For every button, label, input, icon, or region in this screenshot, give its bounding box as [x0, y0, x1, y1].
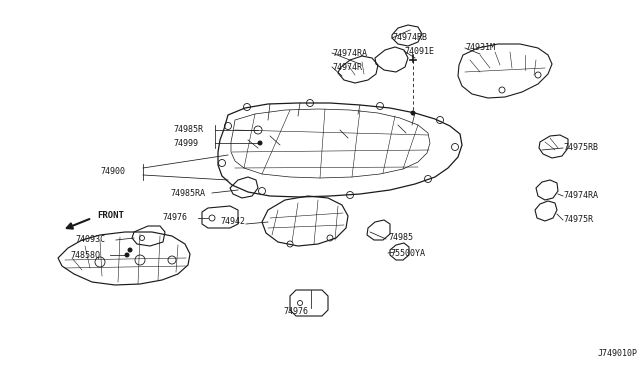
Text: 74975RB: 74975RB	[563, 144, 598, 153]
Text: 74931M: 74931M	[465, 44, 495, 52]
Text: 74976: 74976	[162, 214, 187, 222]
Text: 74976: 74976	[283, 307, 308, 315]
Circle shape	[257, 141, 262, 145]
Text: 74985: 74985	[388, 234, 413, 243]
Circle shape	[125, 253, 129, 257]
Text: 74974R: 74974R	[332, 62, 362, 71]
Text: 74942: 74942	[220, 218, 245, 227]
Text: J749010P: J749010P	[598, 350, 638, 359]
Text: 74900: 74900	[100, 167, 125, 176]
Circle shape	[410, 110, 415, 115]
Text: 74999: 74999	[173, 138, 198, 148]
Text: 74858Q: 74858Q	[70, 250, 100, 260]
Text: 74091E: 74091E	[404, 46, 434, 55]
Text: 75500YA: 75500YA	[390, 248, 425, 257]
Text: 74974RB: 74974RB	[392, 33, 427, 42]
Text: FRONT: FRONT	[97, 212, 124, 221]
Text: 74985RA: 74985RA	[170, 189, 205, 198]
Text: 74093C: 74093C	[75, 235, 105, 244]
Text: 74974RA: 74974RA	[563, 192, 598, 201]
Circle shape	[127, 247, 132, 253]
Text: 74974RA: 74974RA	[332, 48, 367, 58]
Text: 74985R: 74985R	[173, 125, 203, 135]
Text: 74975R: 74975R	[563, 215, 593, 224]
